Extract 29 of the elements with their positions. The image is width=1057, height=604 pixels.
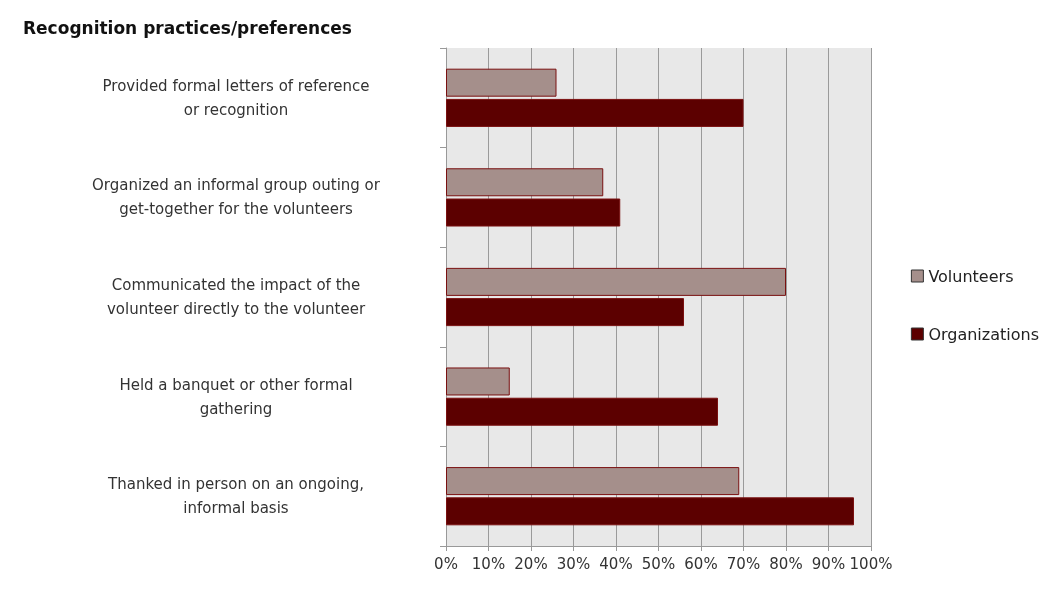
- bar: [446, 98, 744, 127]
- x-tick-label: 80%: [769, 554, 803, 573]
- text: Recognition practices/preferences: [23, 17, 352, 38]
- y-tick-label: Organized an informal group outing or get-together for the volunteers: [92, 176, 381, 219]
- bar: [446, 367, 510, 396]
- x-tick-label: 100%: [849, 554, 893, 573]
- x-tick-label: 60%: [684, 554, 718, 573]
- x-tick-label: 10%: [471, 554, 506, 573]
- legend-label: Organizations: [928, 324, 1039, 344]
- bar: [446, 68, 557, 97]
- bar: [446, 267, 786, 296]
- bar: [446, 168, 604, 197]
- legend-label: Volunteers: [928, 266, 1014, 286]
- x-tick-label: 40%: [599, 554, 633, 573]
- y-tick-label: Thanked in person on an ongoing, informal basis: [107, 475, 364, 518]
- bar: [446, 467, 740, 496]
- x-tick-label: 30%: [556, 554, 591, 573]
- y-tick-label: Communicated the impact of the volunteer directly to the volunteer: [106, 276, 366, 318]
- x-tick-label: 70%: [726, 554, 761, 573]
- bar: [446, 497, 854, 526]
- x-tick-label: 0%: [434, 554, 458, 573]
- x-tick-label: 90%: [811, 554, 846, 573]
- bar: [446, 298, 684, 327]
- y-tick-label: Provided formal letters of reference or recognition: [102, 76, 370, 119]
- y-tick-label: Held a banquet or other formal gathering: [119, 375, 353, 418]
- x-tick-label: 50%: [641, 554, 676, 573]
- x-tick-label: 20%: [514, 554, 548, 573]
- bar: [446, 198, 621, 227]
- bar: [446, 397, 718, 426]
